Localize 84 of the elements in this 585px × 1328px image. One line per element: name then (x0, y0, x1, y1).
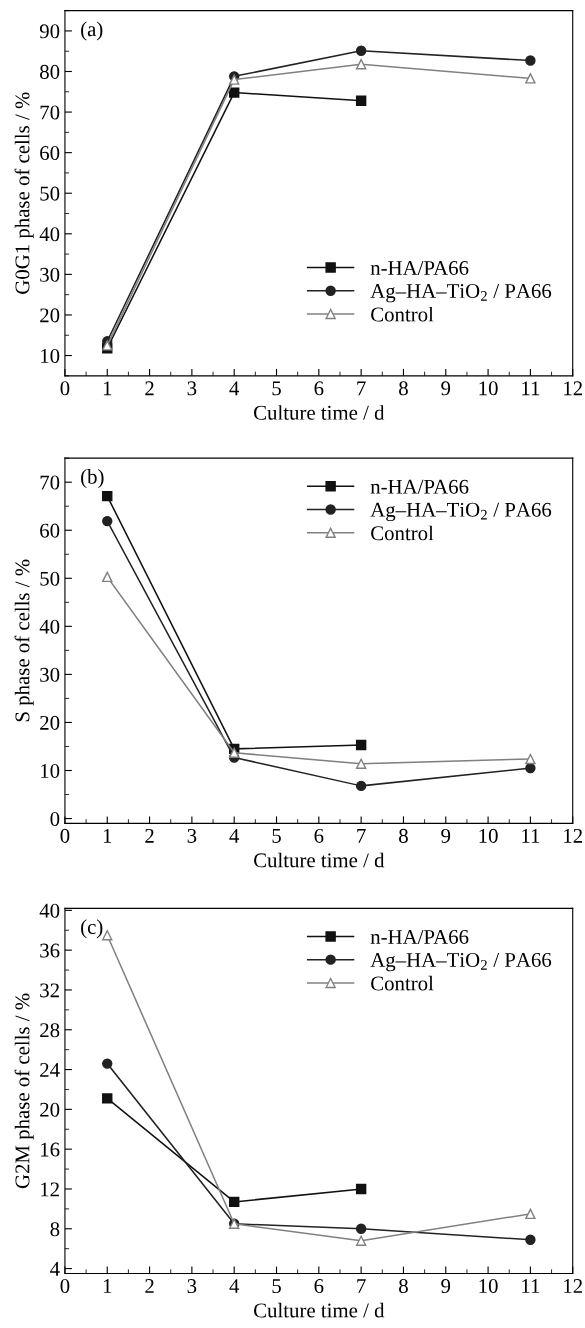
legend-label: Control (371, 975, 434, 991)
x-tick-label: 8 (399, 1279, 408, 1294)
y-tick-label: 40 (39, 619, 60, 634)
x-tick-label: 0 (60, 1279, 70, 1294)
y-tick-label: 10 (41, 348, 60, 363)
x-tick-label: 11 (522, 381, 540, 396)
x-tick-label: 10 (479, 1279, 498, 1294)
legend-label: Ag–HA–TiO$_{2}$ / PA66 (370, 502, 552, 522)
x-tick-label: 4 (229, 381, 240, 396)
x-tick-label: 8 (399, 381, 408, 396)
y-tick-label: 50 (40, 186, 60, 201)
x-tick-label: 0 (60, 828, 70, 843)
y-tick-label: 8 (50, 1222, 60, 1237)
legend-label: Control (371, 306, 434, 322)
x-tick-label: 6 (314, 828, 324, 843)
x-tick-label: 4 (229, 828, 240, 843)
y-tick-label: 70 (40, 475, 60, 490)
y-tick-label: 10 (41, 763, 60, 778)
annotation: (b) (81, 469, 104, 489)
y-tick-label: 16 (41, 1142, 60, 1157)
x-tick-label: 9 (441, 828, 451, 843)
x-tick-label: 3 (187, 828, 197, 843)
legend-label: n-HA/PA66 (370, 479, 469, 494)
legend-label: Ag–HA–TiO$_{2}$ / PA66 (370, 284, 552, 303)
x-axis-title: Culture time / d (254, 405, 385, 420)
y-tick-label: 0 (50, 811, 60, 826)
x-tick-label: 0 (60, 381, 70, 396)
x-tick-label: 7 (357, 829, 366, 843)
legend-label: Control (371, 525, 434, 541)
y-axis-title: G2M phase of cells / % (14, 993, 34, 1189)
y-tick-label: 70 (40, 105, 60, 120)
y-tick-label: 30 (40, 667, 60, 682)
x-tick-label: 9 (441, 381, 451, 396)
legend-label: Ag–HA–TiO$_{2}$ / PA66 (370, 953, 552, 972)
y-tick-label: 40 (39, 903, 60, 918)
x-tick-label: 1 (103, 828, 112, 843)
y-tick-label: 90 (39, 24, 60, 39)
x-tick-label: 5 (272, 829, 281, 843)
y-tick-label: 4 (50, 1262, 60, 1276)
x-tick-label: 12 (564, 828, 582, 843)
y-tick-label: 30 (40, 267, 60, 282)
x-tick-label: 12 (564, 1279, 582, 1293)
x-tick-label: 2 (145, 1279, 154, 1293)
annotation: (c) (81, 919, 103, 939)
x-tick-label: 10 (479, 381, 498, 396)
x-tick-label: 7 (357, 1279, 366, 1293)
x-tick-label: 12 (564, 381, 582, 396)
x-tick-label: 9 (441, 1279, 451, 1294)
x-tick-label: 1 (103, 1279, 112, 1293)
x-tick-label: 3 (187, 1279, 197, 1294)
x-tick-label: 3 (187, 381, 197, 396)
y-axis-title: G0G1 phase of cells / % (14, 92, 34, 294)
y-tick-label: 60 (40, 146, 60, 161)
x-tick-label: 11 (522, 1279, 540, 1293)
y-tick-label: 20 (40, 308, 60, 323)
x-tick-label: 6 (314, 1279, 324, 1294)
x-tick-label: 2 (145, 828, 154, 843)
y-tick-label: 80 (40, 64, 60, 79)
x-tick-label: 4 (229, 1279, 240, 1293)
legend-label: n-HA/PA66 (370, 929, 469, 944)
y-axis-title: S phase of cells / % (14, 559, 34, 722)
y-tick-label: 20 (40, 1102, 60, 1117)
y-tick-label: 60 (40, 523, 60, 538)
legend-label: n-HA/PA66 (370, 261, 469, 276)
y-tick-label: 24 (40, 1062, 60, 1077)
x-axis-title: Culture time / d (254, 1302, 385, 1318)
x-tick-label: 7 (357, 381, 366, 396)
y-tick-label: 50 (40, 571, 60, 586)
x-tick-label: 5 (272, 1279, 281, 1294)
x-tick-label: 8 (399, 828, 408, 843)
x-tick-label: 11 (522, 828, 540, 843)
y-tick-label: 12 (41, 1182, 59, 1197)
annotation: (a) (81, 21, 103, 41)
x-axis-title: Culture time / d (254, 852, 385, 868)
y-tick-label: 40 (39, 227, 60, 242)
x-tick-label: 6 (314, 381, 324, 396)
x-tick-label: 1 (103, 381, 112, 396)
y-tick-label: 20 (40, 715, 60, 730)
y-tick-label: 32 (40, 983, 59, 998)
y-tick-label: 28 (40, 1023, 60, 1038)
y-tick-label: 36 (40, 943, 60, 958)
x-tick-label: 2 (145, 381, 154, 396)
x-tick-label: 10 (479, 828, 498, 843)
x-tick-label: 5 (272, 381, 281, 396)
